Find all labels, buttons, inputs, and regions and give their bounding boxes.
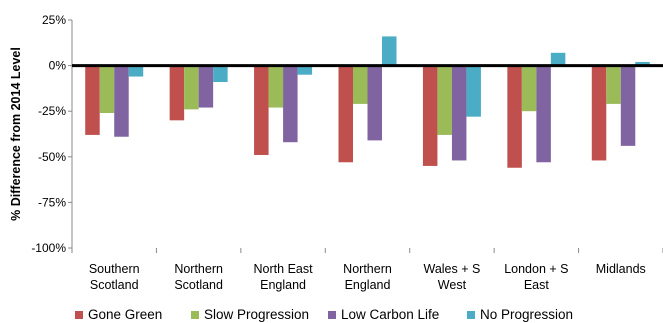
y-tick-label: -75%	[38, 195, 66, 209]
bar	[466, 65, 481, 117]
bar	[507, 65, 522, 168]
y-tick-label: 25%	[42, 13, 66, 27]
legend-swatch	[467, 311, 475, 319]
bar	[169, 65, 185, 121]
bar	[283, 65, 298, 143]
bar	[422, 65, 438, 166]
bar	[591, 65, 607, 161]
bar	[620, 65, 636, 146]
bar	[437, 65, 452, 135]
legend-entry: No Progression	[480, 307, 573, 322]
category-label: Northern Scotland	[174, 262, 223, 292]
bar	[297, 65, 313, 75]
y-axis: 25% 0% -25% -50% -75% -100%	[31, 13, 663, 255]
bar	[367, 65, 382, 141]
legend-swatch	[75, 311, 83, 319]
legend-entry: Slow Progression	[204, 307, 309, 322]
y-tick-label: -25%	[38, 104, 66, 118]
legend-entry: Gone Green	[88, 307, 162, 322]
category-label: Southern Scotland	[89, 262, 140, 292]
bar	[550, 52, 566, 66]
bar	[521, 65, 537, 112]
bar	[254, 65, 269, 155]
category-label: Wales + S West	[423, 262, 480, 292]
bar	[114, 65, 129, 137]
bar	[451, 65, 467, 161]
bar	[198, 65, 214, 108]
bar	[382, 36, 397, 66]
legend-entry: Low Carbon Life	[341, 307, 439, 322]
bar	[99, 65, 115, 114]
bar	[635, 61, 650, 66]
bar	[268, 65, 284, 108]
bar	[353, 65, 368, 104]
category-label: London + S East	[504, 262, 568, 292]
bar	[85, 65, 100, 135]
bar	[213, 65, 228, 83]
legend: Gone Green Slow Progression Low Carbon Lif…	[75, 307, 573, 322]
bar	[606, 65, 621, 104]
bar	[536, 65, 551, 163]
legend-swatch	[328, 311, 336, 319]
y-tick-label: -50%	[38, 150, 66, 164]
bar	[338, 65, 353, 163]
legend-swatch	[191, 311, 199, 319]
category-label: North East England	[254, 262, 314, 292]
y-tick-label: -100%	[31, 241, 66, 255]
y-tick-label: 0%	[49, 59, 67, 73]
bar	[184, 65, 199, 110]
bars	[72, 36, 663, 168]
bar	[128, 65, 144, 77]
category-labels: Southern Scotland Northern Scotland North Ea…	[89, 262, 646, 292]
y-axis-title: % Difference from 2014 Level	[9, 47, 23, 221]
category-label: Midlands	[596, 262, 646, 276]
category-label: Northern England	[343, 262, 392, 292]
